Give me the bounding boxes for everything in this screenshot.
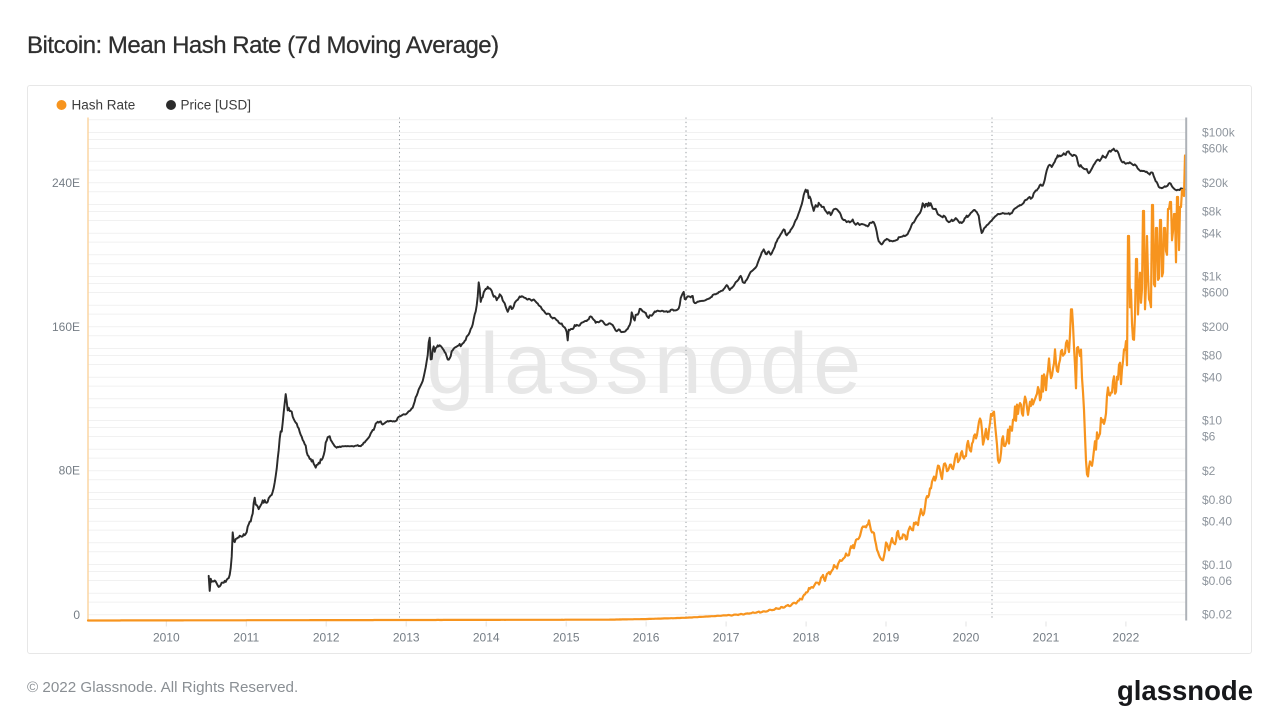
svg-text:$6: $6 — [1202, 430, 1216, 444]
svg-text:2017: 2017 — [713, 631, 740, 645]
svg-text:2015: 2015 — [553, 631, 580, 645]
svg-text:$200: $200 — [1202, 320, 1229, 334]
svg-text:160E: 160E — [52, 320, 80, 334]
svg-text:0: 0 — [73, 608, 80, 622]
svg-text:glassnode: glassnode — [427, 316, 867, 412]
svg-text:2016: 2016 — [633, 631, 660, 645]
svg-text:$1k: $1k — [1202, 270, 1222, 284]
svg-text:$4k: $4k — [1202, 226, 1222, 240]
svg-text:2014: 2014 — [473, 631, 500, 645]
svg-text:2019: 2019 — [873, 631, 900, 645]
svg-text:2011: 2011 — [233, 631, 259, 645]
svg-text:$100k: $100k — [1202, 126, 1236, 140]
svg-text:2018: 2018 — [793, 631, 820, 645]
svg-text:Hash Rate: Hash Rate — [72, 98, 136, 113]
svg-text:$0.02: $0.02 — [1202, 608, 1232, 622]
svg-text:$0.10: $0.10 — [1202, 558, 1232, 572]
svg-text:$10: $10 — [1202, 414, 1222, 428]
svg-text:$60k: $60k — [1202, 142, 1229, 156]
svg-text:2010: 2010 — [153, 631, 180, 645]
svg-text:$40: $40 — [1202, 370, 1222, 384]
svg-text:2021: 2021 — [1033, 631, 1060, 645]
svg-text:2022: 2022 — [1113, 631, 1140, 645]
svg-text:$0.06: $0.06 — [1202, 574, 1232, 588]
svg-text:$80: $80 — [1202, 349, 1222, 363]
svg-text:80E: 80E — [59, 464, 80, 478]
svg-text:$8k: $8k — [1202, 205, 1222, 219]
svg-text:2020: 2020 — [953, 631, 980, 645]
svg-text:240E: 240E — [52, 176, 80, 190]
svg-text:$0.40: $0.40 — [1202, 515, 1232, 529]
svg-text:2012: 2012 — [313, 631, 340, 645]
svg-text:Price [USD]: Price [USD] — [181, 98, 252, 113]
svg-text:$600: $600 — [1202, 286, 1229, 300]
svg-text:$2: $2 — [1202, 464, 1216, 478]
svg-text:$20k: $20k — [1202, 176, 1229, 190]
svg-text:2013: 2013 — [393, 631, 420, 645]
svg-text:$0.80: $0.80 — [1202, 493, 1232, 507]
